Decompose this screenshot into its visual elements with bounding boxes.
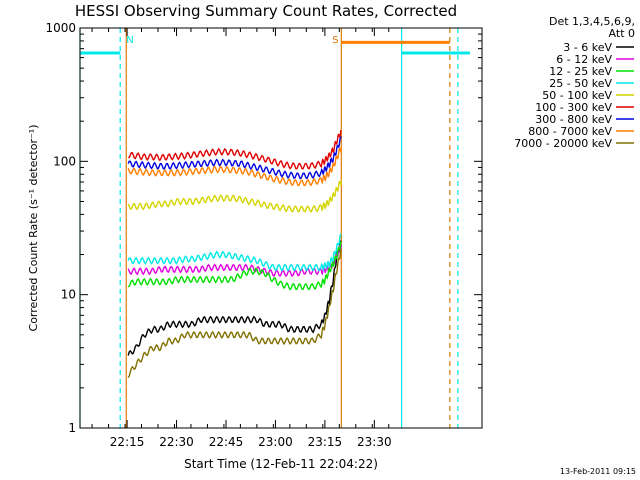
y-axis-label: Corrected Count Rate (s⁻¹ detector⁻¹) bbox=[27, 125, 40, 332]
y-axis: 1 10 100 1000 bbox=[45, 21, 482, 435]
plot-frame bbox=[79, 27, 483, 429]
attenuator-bars bbox=[80, 40, 470, 55]
marker-label-s: S bbox=[332, 35, 338, 46]
series-line-8 bbox=[127, 146, 342, 187]
legend-label-6: 100 - 300 keV bbox=[535, 101, 612, 114]
legend-header-line-1: Det 1,3,4,5,6,9, bbox=[549, 15, 635, 28]
chart-title: HESSI Observing Summary Count Rates, Cor… bbox=[75, 2, 457, 20]
series-line-1 bbox=[127, 240, 342, 356]
x-axis-label: Start Time (12-Feb-11 22:04:22) bbox=[184, 457, 378, 471]
legend-label-2: 6 - 12 keV bbox=[556, 53, 612, 66]
marker-label-n: N bbox=[126, 35, 133, 46]
x-tick-label: 22:45 bbox=[209, 435, 244, 449]
legend-label-9: 7000 - 20000 keV bbox=[514, 137, 612, 150]
series-line-7 bbox=[127, 136, 342, 180]
x-axis: 22:15 22:30 22:45 23:00 23:15 23:30 bbox=[91, 28, 392, 449]
series-line-6 bbox=[128, 129, 342, 170]
legend-label-8: 800 - 7000 keV bbox=[528, 125, 612, 138]
legend-label-1: 3 - 6 keV bbox=[563, 41, 612, 54]
series-line-2 bbox=[127, 243, 342, 278]
series-line-9 bbox=[127, 248, 342, 378]
y-tick-label: 10 bbox=[61, 288, 76, 302]
series-line-3 bbox=[127, 241, 342, 291]
legend-label-7: 300 - 800 keV bbox=[535, 113, 612, 126]
legend-header-line-2: Att 0 bbox=[609, 27, 635, 40]
plot-series bbox=[127, 129, 342, 378]
legend-label-4: 25 - 50 keV bbox=[549, 77, 612, 90]
x-tick-label: 22:15 bbox=[110, 435, 145, 449]
series-line-5 bbox=[127, 180, 342, 213]
x-tick-label: 23:15 bbox=[308, 435, 343, 449]
x-tick-label: 22:30 bbox=[159, 435, 194, 449]
y-tick-label: 1000 bbox=[45, 21, 76, 35]
x-tick-label: 23:00 bbox=[258, 435, 293, 449]
y-tick-label: 1 bbox=[68, 421, 76, 435]
x-tick-label: 23:30 bbox=[357, 435, 392, 449]
series-line-4 bbox=[127, 233, 342, 272]
legend-label-5: 50 - 100 keV bbox=[542, 89, 612, 102]
y-tick-label: 100 bbox=[53, 154, 76, 168]
legend-label-3: 12 - 25 keV bbox=[549, 65, 612, 78]
date-stamp: 13-Feb-2011 09:15 bbox=[560, 467, 636, 476]
